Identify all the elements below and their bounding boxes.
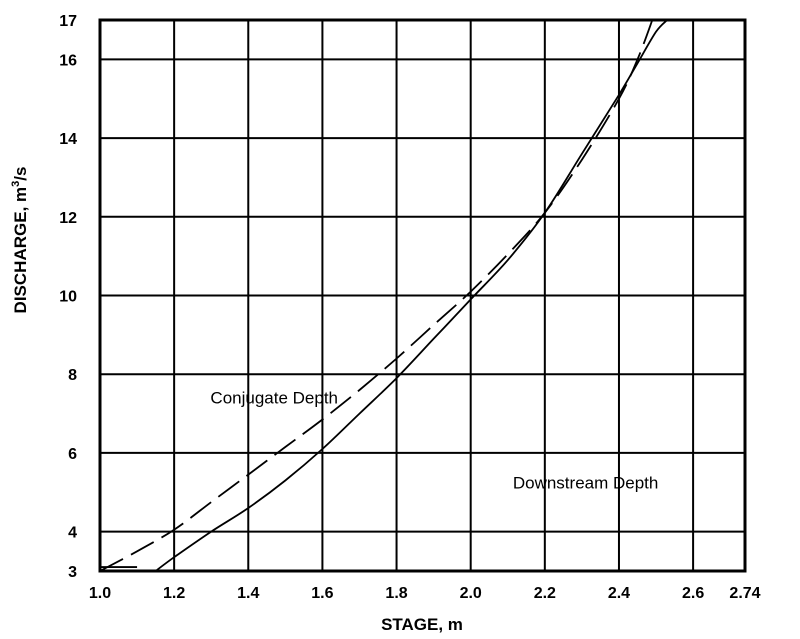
y-tick-label: 17 [59,13,77,30]
x-tick-label: 1.4 [237,585,259,602]
annotation-conjugate-depth: Conjugate Depth [210,389,338,408]
x-tick-label: 2.74 [729,585,760,602]
y-tick-label: 8 [68,367,77,384]
downstream-depth-curve [155,19,668,572]
annotations: Conjugate Depth Downstream Depth [210,389,658,493]
x-tick-label: 1.2 [163,585,185,602]
y-tick-label: 16 [59,52,77,69]
x-tick-label: 1.6 [311,585,333,602]
x-tick-labels: 1.0 1.2 1.4 1.6 1.8 2.0 2.2 2.4 2.6 2.74 [89,585,761,602]
y-tick-label: 12 [59,210,77,227]
y-axis-title-main: DISCHARGE, m [11,187,30,314]
y-tick-labels: 3 4 6 8 10 12 14 16 17 [59,13,77,581]
y-tick-label: 3 [68,564,77,581]
y-axis-title-tail: /s [11,167,30,181]
x-tick-label: 1.0 [89,585,111,602]
x-axis-title: STAGE, m [381,615,463,634]
y-axis-title: DISCHARGE, m3/s [10,167,30,314]
conjugate-depth-curve [99,19,654,572]
annotation-downstream-depth: Downstream Depth [513,473,659,492]
x-tick-label: 2.6 [682,585,704,602]
y-tick-label: 14 [59,131,77,148]
x-tick-label: 2.2 [534,585,556,602]
y-tick-label: 6 [68,446,77,463]
y-tick-label: 4 [68,525,77,542]
x-tick-label: 2.4 [608,585,630,602]
x-tick-label: 1.8 [385,585,407,602]
x-tick-label: 2.0 [460,585,482,602]
y-axis-title-superscript: 3 [10,181,22,187]
y-tick-label: 10 [59,289,77,306]
plot-frame [98,18,747,573]
series-group [99,19,668,572]
